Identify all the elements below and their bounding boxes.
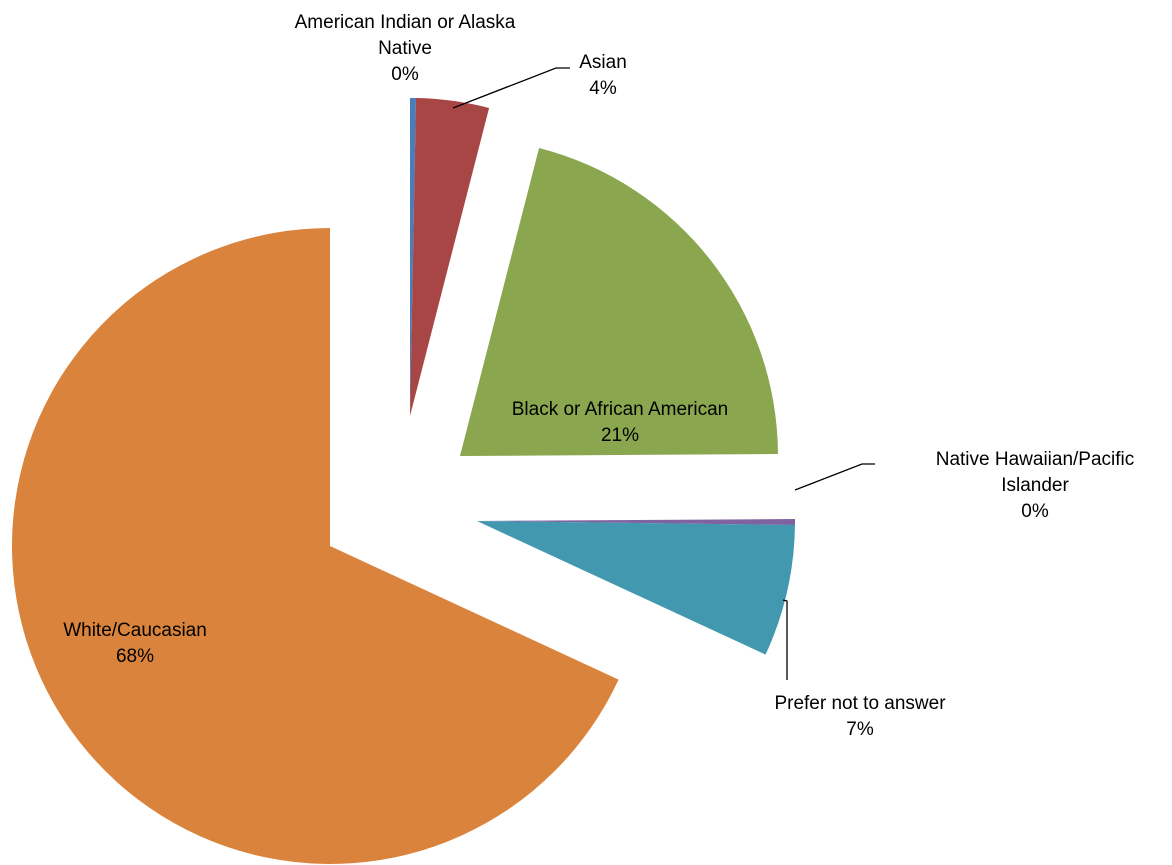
pie-slice-prefer-not-to-answer — [477, 521, 795, 655]
slice-percent-label: 4% — [589, 78, 617, 99]
slice-category-label: Islander — [1001, 475, 1069, 496]
slice-percent-label: 0% — [391, 64, 419, 85]
leader-line-asian — [453, 68, 570, 108]
slice-percent-label: 7% — [846, 719, 874, 740]
slice-category-label: Native — [378, 38, 432, 59]
data-label-american-indian-or-alaska-native: American Indian or Alaska Native 0% — [295, 12, 516, 85]
slice-category-label: Prefer not to answer — [774, 693, 946, 714]
data-label-native-hawaiian-pacific-islander: Native Hawaiian/Pacific Islander 0% — [936, 449, 1135, 522]
slice-percent-label: 21% — [601, 425, 639, 446]
slice-category-label: American Indian or Alaska — [295, 12, 516, 33]
data-label-asian: Asian 4% — [579, 52, 627, 99]
slice-category-label: Native Hawaiian/Pacific — [936, 449, 1135, 470]
slice-percent-label: 68% — [116, 646, 154, 667]
leader-line-native-hawaiian-pacific-islander — [795, 464, 875, 490]
slice-category-label: Asian — [579, 52, 627, 73]
pie-slices — [12, 98, 795, 864]
pie-slice-asian — [410, 98, 489, 416]
slice-percent-label: 0% — [1021, 501, 1049, 522]
leader-line-prefer-not-to-answer — [783, 600, 787, 680]
data-label-prefer-not-to-answer: Prefer not to answer 7% — [774, 693, 946, 740]
slice-category-label: Black or African American — [512, 399, 728, 420]
slice-category-label: White/Caucasian — [63, 620, 207, 641]
